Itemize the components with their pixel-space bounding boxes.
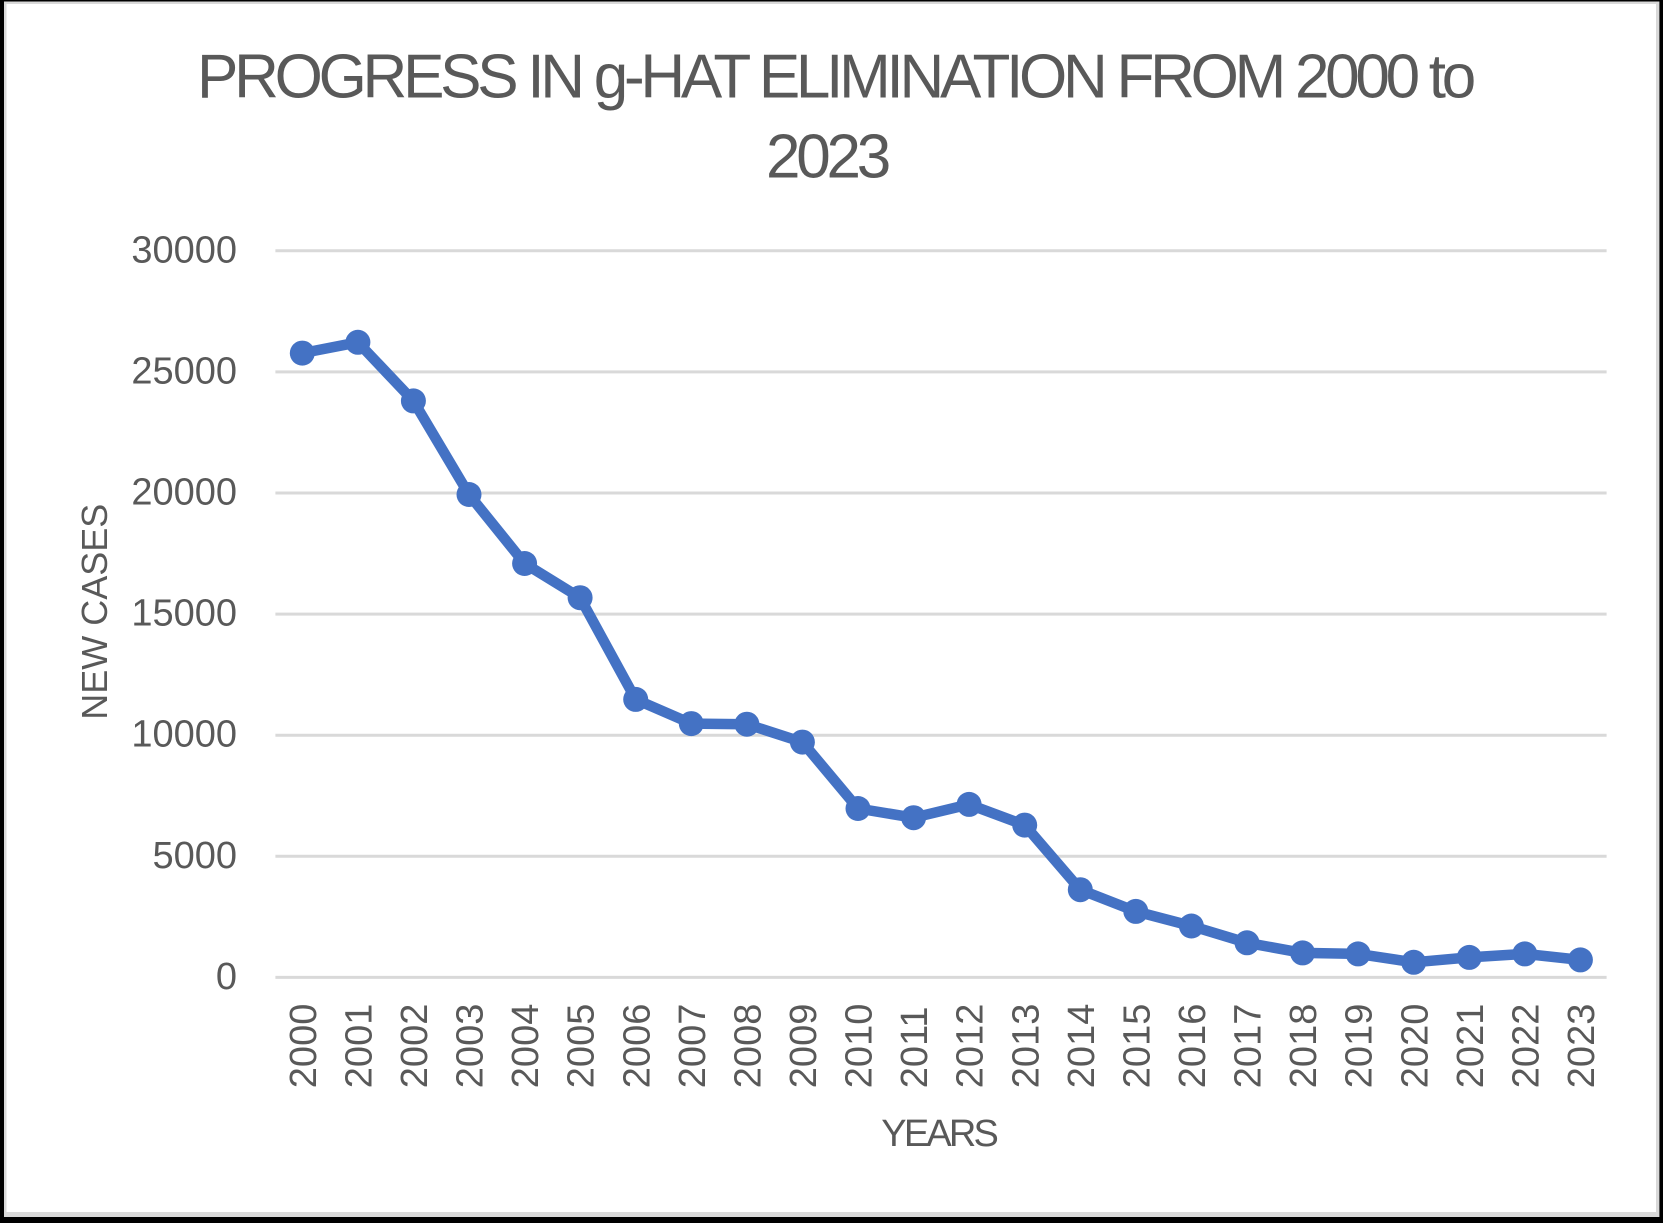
svg-text:2005: 2005 [561,1004,603,1089]
svg-text:2003: 2003 [450,1004,492,1089]
svg-text:2002: 2002 [394,1004,436,1089]
svg-text:2011: 2011 [894,1006,936,1088]
svg-text:15000: 15000 [131,593,237,635]
svg-text:20000: 20000 [131,472,237,514]
svg-text:5000: 5000 [152,835,237,877]
svg-text:YEARS: YEARS [881,1113,997,1155]
svg-text:2009: 2009 [783,1004,825,1089]
svg-text:0: 0 [216,956,237,998]
svg-text:2013: 2013 [1005,1004,1047,1089]
svg-text:2007: 2007 [672,1004,714,1089]
svg-text:2012: 2012 [950,1004,992,1089]
svg-text:2017: 2017 [1228,1004,1270,1089]
svg-text:NEW CASES: NEW CASES [74,504,115,720]
svg-text:2015: 2015 [1116,1004,1158,1089]
svg-text:2023: 2023 [766,122,889,191]
svg-text:25000: 25000 [131,350,237,392]
svg-text:2020: 2020 [1394,1004,1436,1089]
svg-text:10000: 10000 [131,714,237,756]
svg-text:30000: 30000 [131,229,237,271]
svg-text:2023: 2023 [1561,1004,1603,1089]
svg-text:2021: 2021 [1450,1004,1492,1089]
svg-text:2006: 2006 [616,1004,658,1089]
svg-text:PROGRESS IN g-HAT ELIMINATION: PROGRESS IN g-HAT ELIMINATION FROM 2000 … [197,42,1474,111]
svg-text:2008: 2008 [728,1004,770,1089]
svg-text:2016: 2016 [1172,1004,1214,1089]
svg-text:2022: 2022 [1505,1004,1547,1089]
svg-text:2019: 2019 [1339,1004,1381,1089]
svg-text:2010: 2010 [839,1004,881,1089]
svg-text:2000: 2000 [283,1004,325,1089]
svg-text:2004: 2004 [505,1004,547,1089]
svg-text:2014: 2014 [1061,1004,1103,1089]
svg-text:2001: 2001 [339,1004,381,1089]
svg-text:2018: 2018 [1283,1004,1325,1089]
